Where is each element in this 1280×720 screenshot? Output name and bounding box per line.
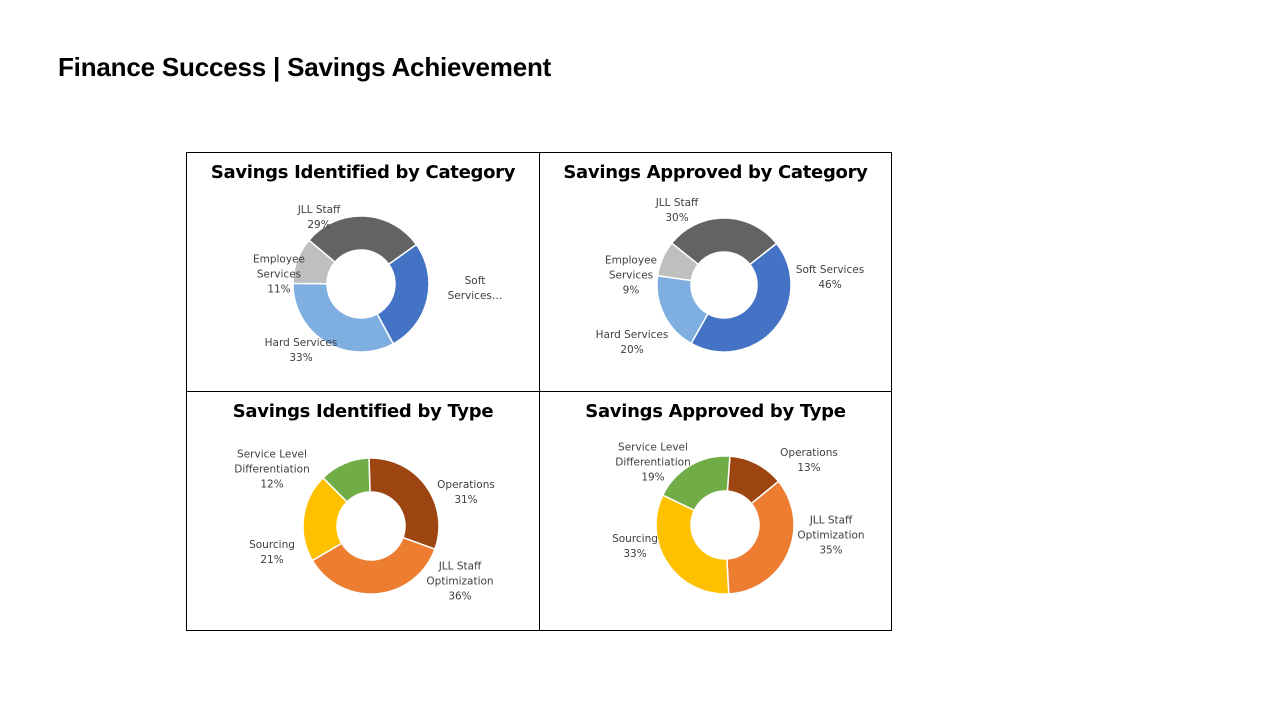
data-label-category: Differentiation — [234, 463, 310, 476]
data-label: Employee Services 9% — [605, 254, 657, 299]
data-label-value: 20% — [620, 344, 644, 356]
data-label: Employee Services 11% — [253, 253, 305, 298]
data-label-value: 35% — [819, 544, 843, 557]
data-label-category: Services — [608, 269, 654, 282]
data-label-value: 9% — [622, 284, 640, 297]
data-label-category: Soft — [464, 275, 486, 287]
donut-slice-jll-staff — [307, 215, 418, 266]
chart-title: Savings Identified by Category — [210, 162, 516, 183]
data-label: JLL Staff Optimization 35% — [797, 514, 864, 559]
donut-slice-jll-staff-optimization — [726, 480, 795, 595]
data-label: Service Level Differentiation 12% — [234, 448, 309, 493]
data-label: JLL Staff Optimization 36% — [426, 560, 493, 605]
data-label-value: 33% — [289, 352, 313, 364]
data-label-category: Services — [256, 268, 302, 281]
data-label: Sourcing 21% — [249, 538, 295, 568]
donut-slice-service-level-differentiation — [321, 457, 371, 503]
chart-title: Savings Identified by Type — [232, 401, 494, 422]
data-label-category: Employee — [252, 253, 306, 266]
data-label-category: Operations — [780, 447, 838, 459]
data-label: Operations 13% — [780, 446, 838, 476]
data-label-value: 36% — [448, 590, 472, 603]
data-label-category: Optimization — [426, 575, 494, 588]
chart-title: Savings Approved by Category — [563, 162, 868, 183]
data-label-category: JLL Staff — [438, 560, 482, 573]
data-label-category: Services… — [447, 290, 503, 302]
data-label: Hard Services 20% — [596, 328, 669, 358]
panel-approved-by-category: Savings Approved by Category Soft Servic… — [540, 153, 891, 392]
charts-grid: Savings Identified by Category Soft Servi… — [186, 152, 892, 631]
donut-chart — [302, 457, 440, 595]
data-label-category: Differentiation — [615, 456, 691, 469]
panel-identified-by-type: Savings Identified by Type Operations 31%… — [187, 392, 540, 630]
donut-slice-jll-staff-optimization — [311, 536, 436, 595]
data-label-category: Employee — [604, 254, 658, 267]
donut-slice-hard-services — [292, 282, 395, 353]
data-label-value: 19% — [641, 471, 665, 484]
data-label: Soft Services 46% — [796, 263, 864, 293]
data-label-category: Optimization — [797, 529, 865, 542]
data-label-category: JLL Staff — [655, 197, 699, 209]
data-label-category: Soft Services — [795, 264, 865, 276]
data-label: Operations 31% — [437, 478, 495, 508]
data-label: Sourcing 33% — [612, 532, 658, 562]
data-label: JLL Staff 30% — [656, 196, 699, 226]
data-label: JLL Staff 29% — [298, 203, 341, 233]
donut-slice-soft-services — [690, 242, 792, 353]
donut-chart — [292, 215, 430, 353]
donut-slice-service-level-differentiation — [661, 455, 731, 512]
data-label-category: Hard Services — [264, 337, 338, 349]
donut-chart — [656, 217, 792, 353]
data-label-category: Service Level — [618, 441, 688, 454]
data-label-value: 12% — [260, 478, 284, 491]
data-label-category: Service Level — [237, 448, 307, 461]
donut-slice-sourcing — [655, 494, 730, 595]
page-title: Finance Success | Savings Achievement — [58, 52, 552, 82]
data-label: Service Level Differentiation 19% — [615, 441, 690, 486]
data-label-category: JLL Staff — [297, 204, 341, 216]
data-label-value: 46% — [818, 279, 842, 291]
data-label-category: Hard Services — [595, 329, 669, 341]
donut-slice-soft-services — [376, 243, 430, 345]
donut-slice-jll-staff — [670, 217, 778, 266]
data-label-value: 29% — [307, 219, 331, 231]
panel-identified-by-category: Savings Identified by Category Soft Servi… — [187, 153, 540, 392]
data-label-value: 33% — [623, 548, 647, 560]
data-label-category: JLL Staff — [809, 514, 853, 527]
panel-approved-by-type: Savings Approved by Type Operations 13% JL… — [540, 392, 891, 630]
data-label-value: 13% — [797, 462, 821, 474]
donut-slice-operations — [368, 457, 440, 551]
data-label: Hard Services 33% — [265, 336, 338, 366]
data-label-value: 30% — [665, 212, 689, 224]
data-label-category: Operations — [437, 479, 495, 491]
donut-chart — [655, 455, 795, 595]
data-label-category: Sourcing — [612, 533, 658, 545]
data-label-value: 31% — [454, 494, 478, 506]
data-label-value: 21% — [260, 554, 284, 566]
data-label-category: Sourcing — [249, 539, 295, 551]
data-label-value: 11% — [267, 283, 291, 296]
chart-title: Savings Approved by Type — [585, 401, 846, 422]
data-label: Soft Services… — [448, 274, 503, 304]
